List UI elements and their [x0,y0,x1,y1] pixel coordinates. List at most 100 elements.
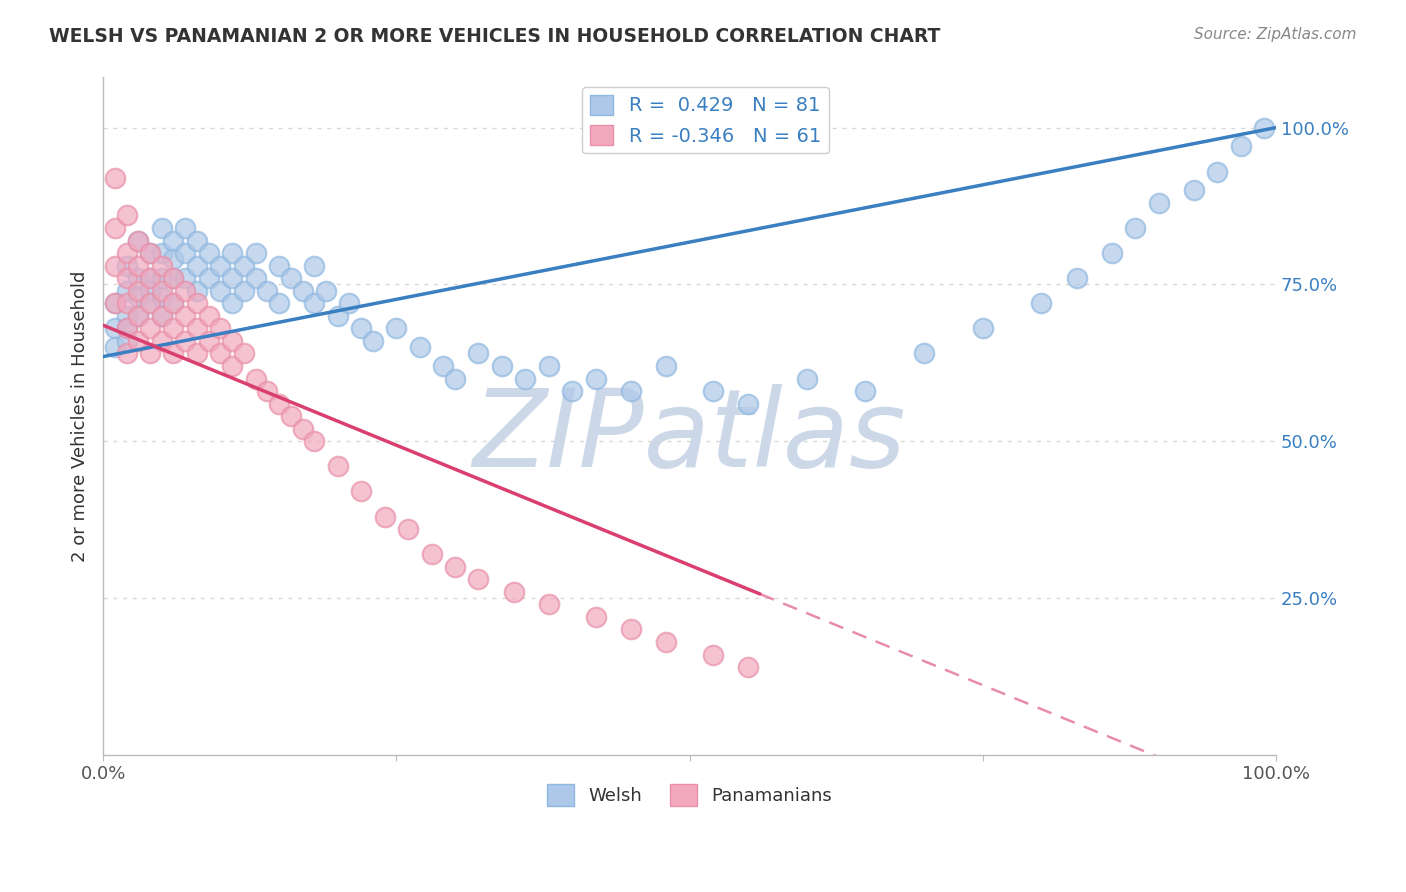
Point [115,296,138,310]
Point [374,509,396,524]
Point [115,259,138,273]
Point [162,252,184,267]
Point [115,309,138,323]
Point [444,559,467,574]
Point [162,346,184,360]
Point [139,271,162,285]
Point [197,334,219,348]
Point [267,296,290,310]
Point [139,346,162,360]
Point [115,334,138,348]
Point [186,321,208,335]
Point [127,234,149,248]
Point [385,321,408,335]
Point [1147,195,1170,210]
Point [432,359,454,373]
Point [502,584,524,599]
Point [585,610,607,624]
Point [1253,120,1275,135]
Point [491,359,513,373]
Point [221,359,243,373]
Point [655,359,678,373]
Point [139,271,162,285]
Point [139,321,162,335]
Point [1182,183,1205,197]
Point [245,271,267,285]
Point [150,290,173,304]
Point [150,259,173,273]
Point [339,296,361,310]
Point [139,246,162,260]
Point [972,321,994,335]
Point [186,259,208,273]
Point [350,321,373,335]
Point [655,635,678,649]
Point [150,334,173,348]
Point [302,434,325,449]
Point [150,309,173,323]
Point [1229,139,1251,153]
Point [396,522,419,536]
Point [127,259,149,273]
Point [174,334,197,348]
Point [302,296,325,310]
Point [139,296,162,310]
Point [162,321,184,335]
Point [115,209,138,223]
Text: WELSH VS PANAMANIAN 2 OR MORE VEHICLES IN HOUSEHOLD CORRELATION CHART: WELSH VS PANAMANIAN 2 OR MORE VEHICLES I… [49,27,941,45]
Point [139,246,162,260]
Point [104,340,127,354]
Point [174,221,197,235]
Point [702,384,724,398]
Point [444,371,467,385]
Point [115,284,138,298]
Point [209,259,232,273]
Point [267,396,290,410]
Point [186,346,208,360]
Point [127,334,149,348]
Point [291,284,314,298]
Point [186,296,208,310]
Point [174,284,197,298]
Point [221,246,243,260]
Point [139,296,162,310]
Point [186,284,208,298]
Point [326,309,349,323]
Text: Source: ZipAtlas.com: Source: ZipAtlas.com [1194,27,1357,42]
Point [162,296,184,310]
Point [127,309,149,323]
Point [127,309,149,323]
Point [326,459,349,474]
Point [150,284,173,298]
Point [737,660,759,674]
Point [162,271,184,285]
Point [127,234,149,248]
Point [104,170,127,185]
Point [1101,246,1123,260]
Point [197,246,219,260]
Point [1066,271,1088,285]
Point [585,371,607,385]
Point [361,334,384,348]
Point [409,340,432,354]
Point [221,271,243,285]
Point [1031,296,1053,310]
Point [115,271,138,285]
Point [515,371,537,385]
Point [232,346,254,360]
Point [162,271,184,285]
Point [256,384,278,398]
Point [467,346,489,360]
Point [127,290,149,304]
Point [150,309,173,323]
Point [115,346,138,360]
Point [467,572,489,586]
Point [620,623,643,637]
Point [267,259,290,273]
Point [256,284,278,298]
Point [150,271,173,285]
Point [737,396,759,410]
Text: ZIPatlas: ZIPatlas [472,384,907,489]
Point [350,484,373,499]
Point [702,648,724,662]
